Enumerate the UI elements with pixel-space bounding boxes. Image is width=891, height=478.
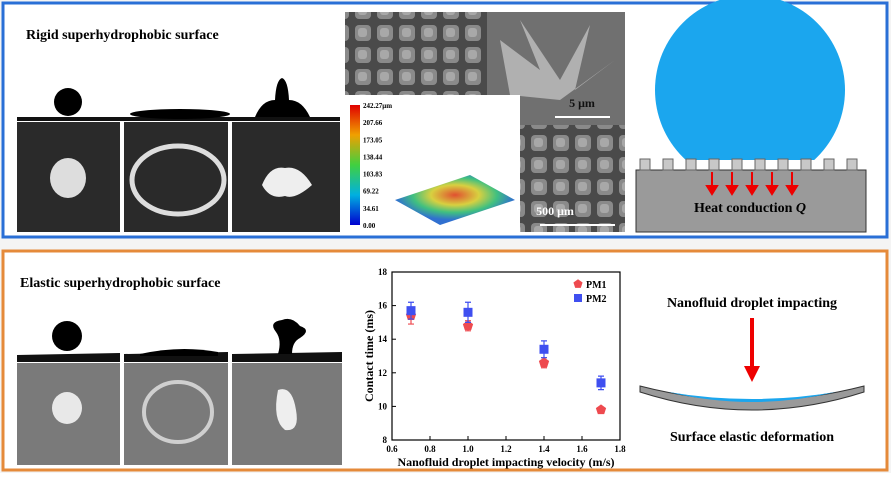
scale-label: 5 μm xyxy=(569,96,595,110)
y-tick-label: 18 xyxy=(378,267,388,277)
y-tick-label: 8 xyxy=(383,435,388,445)
x-axis-label: Nanofluid droplet impacting velocity (m/… xyxy=(397,455,614,469)
colorbar-label: 69.22 xyxy=(363,188,379,196)
y-axis-label: Contact time (ms) xyxy=(362,310,376,402)
colorbar-label: 0.00 xyxy=(363,222,376,230)
marker xyxy=(597,378,606,387)
x-tick-label: 1.2 xyxy=(500,444,512,454)
colorbar-label: 242.27μm xyxy=(363,102,392,110)
x-tick-label: 1.4 xyxy=(538,444,550,454)
x-tick-label: 0.6 xyxy=(386,444,398,454)
x-tick-label: 0.8 xyxy=(424,444,436,454)
marker xyxy=(407,306,416,315)
heat-symbol: Q xyxy=(796,201,806,216)
legend-label: PM2 xyxy=(586,294,607,305)
heat-text: Heat conduction xyxy=(694,201,796,216)
x-tick-label: 1.0 xyxy=(462,444,474,454)
y-tick-label: 14 xyxy=(378,334,388,344)
heat-label: Heat conduction Q xyxy=(694,201,806,216)
colorbar-label: 34.61 xyxy=(363,205,379,213)
marker xyxy=(464,308,473,317)
scale-label: 500 μm xyxy=(536,204,574,218)
x-tick-label: 1.8 xyxy=(614,444,626,454)
colorbar-label: 207.66 xyxy=(363,119,383,127)
deformation-label: Surface elastic deformation xyxy=(670,430,834,445)
top-title: Rigid superhydrophobic surface xyxy=(26,28,219,43)
legend-marker xyxy=(574,294,582,302)
colorbar-label: 138.44 xyxy=(363,153,383,161)
bottom-title: Elastic superhydrophobic surface xyxy=(20,276,220,291)
legend-label: PM1 xyxy=(586,280,607,291)
sem-image xyxy=(345,12,625,232)
colorbar-label: 173.05 xyxy=(363,136,383,144)
y-tick-label: 16 xyxy=(378,301,388,311)
impact-label: Nanofluid droplet impacting xyxy=(667,296,837,311)
x-tick-label: 1.6 xyxy=(576,444,588,454)
marker xyxy=(540,345,549,354)
y-tick-label: 12 xyxy=(378,368,388,378)
figure: Rigid superhydrophobic surface 5 μm 500 … xyxy=(0,0,891,473)
y-tick-label: 10 xyxy=(378,401,388,411)
colorbar-label: 103.83 xyxy=(363,171,383,179)
contact-time-chart: 0.6 0.8 1.0 1.2 1.4 1.6 1.8 8 10 12 14 16 18 Nanoflui… xyxy=(362,267,626,469)
